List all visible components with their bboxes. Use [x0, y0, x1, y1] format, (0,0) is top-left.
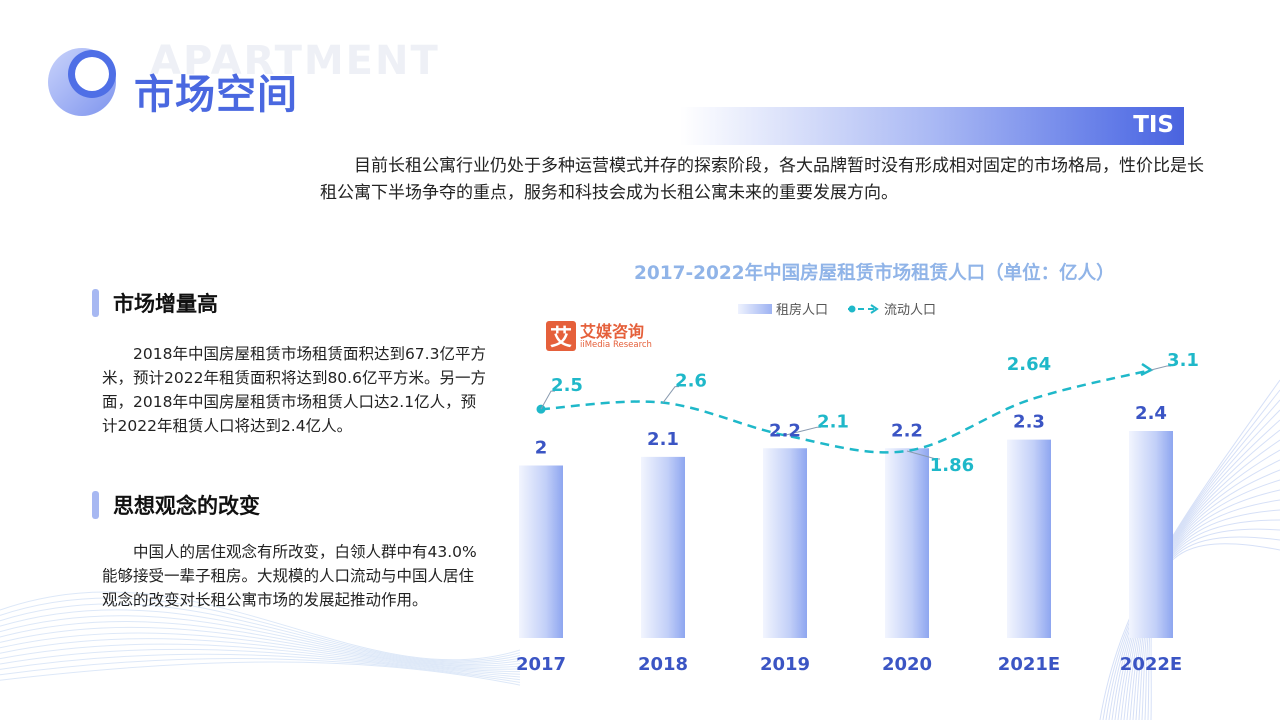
legend-bar-swatch	[738, 303, 772, 314]
x-tick-2019: 2019	[760, 654, 810, 675]
section-accent-bar	[92, 491, 99, 519]
line-label-2017: 2.5	[551, 375, 583, 396]
line-label-leader	[662, 386, 679, 403]
x-tick-2018: 2018	[638, 654, 688, 675]
bar-label-2017: 2	[535, 438, 548, 459]
bar-2018	[641, 456, 685, 638]
line-label-2018: 2.6	[675, 371, 707, 392]
line-label-2020: 1.86	[930, 455, 974, 476]
line-label-2022E: 3.1	[1167, 350, 1199, 371]
brand-name-cn: 艾媒咨询	[580, 321, 645, 341]
rental-population-chart: 2 2017 2.1 2018 2.2 2019 2.2 2020 2.3 2021E 2.4 202…	[516, 350, 1199, 675]
bar-label-2019: 2.2	[769, 420, 801, 441]
x-tick-2021E: 2021E	[998, 654, 1060, 675]
line-label-leader	[1150, 365, 1171, 371]
line-label-leader	[784, 426, 821, 436]
bar-2020	[885, 448, 929, 638]
logo-rings-icon	[48, 48, 116, 116]
wave-line	[0, 648, 521, 678]
wave-line	[0, 621, 521, 667]
legend-line-label: 流动人口	[884, 303, 937, 318]
wave-line	[0, 626, 521, 668]
wave-line	[0, 603, 521, 663]
section-heading-label: 思想观念的改变	[113, 494, 260, 518]
brand-icon: 艾	[546, 321, 576, 351]
section-text-growth: 2018年中国房屋租赁市场租赁面积达到67.3亿平方米，预计2022年租赁面积将…	[102, 345, 486, 435]
section-accent-bar	[92, 289, 99, 317]
wave-line	[0, 643, 521, 675]
intro-paragraph: 目前长租公寓行业仍处于多种运营模式并存的探索阶段，各大品牌暂时没有形成相对固定的…	[320, 156, 1204, 203]
section-heading-growth: 市场增量高	[92, 288, 218, 318]
bar-2019	[763, 448, 807, 638]
bar-2021E	[1007, 439, 1051, 638]
page-title: 市场空间	[134, 72, 298, 118]
wave-line	[0, 638, 521, 673]
x-tick-2017: 2017	[516, 654, 566, 675]
bar-label-2018: 2.1	[647, 429, 679, 450]
legend-line-swatch	[846, 303, 880, 314]
bar-label-2020: 2.2	[891, 420, 923, 441]
line-label-2019: 2.1	[817, 411, 849, 432]
legend-bar-label: 租房人口	[776, 303, 829, 318]
header-tag-bar: TIS	[680, 107, 1184, 145]
section-heading-label: 市场增量高	[113, 292, 218, 316]
section-heading-mindset: 思想观念的改变	[92, 490, 260, 520]
header-watermark: APARTMENT	[150, 38, 440, 84]
bar-label-2021E: 2.3	[1013, 412, 1045, 433]
wave-line	[0, 597, 521, 662]
line-label-2021E: 2.64	[1007, 354, 1051, 375]
wave-line	[0, 661, 521, 686]
bar-2017	[519, 465, 563, 638]
chart-title: 2017-2022年中国房屋租赁市场租赁人口（单位：亿人）	[634, 263, 1115, 284]
section-text-mindset: 中国人的居住观念有所改变，白领人群中有43.0%能够接受一辈子租房。大规模的人口…	[102, 543, 477, 609]
brand-name-en: iiMedia Research	[580, 339, 652, 350]
line-series-flow	[540, 368, 1152, 454]
wave-line	[0, 657, 521, 683]
chart-legend: 租房人口 流动人口	[738, 299, 936, 318]
x-tick-2022E: 2022E	[1120, 654, 1182, 675]
wave-line	[0, 591, 521, 661]
wave-line	[0, 632, 521, 670]
wave-line	[0, 609, 521, 664]
bar-label-2022E: 2.4	[1135, 403, 1167, 424]
brand-logo: 艾 艾媒咨询 iiMedia Research	[546, 321, 652, 351]
line-label-leader	[906, 450, 940, 460]
line-label-leader	[540, 390, 555, 410]
x-tick-2020: 2020	[882, 654, 932, 675]
wave-line	[0, 653, 521, 681]
header-tag: TIS	[1133, 112, 1174, 138]
bar-2022E	[1129, 431, 1173, 638]
line-end-arrow	[1140, 362, 1154, 377]
wave-line	[0, 615, 521, 665]
